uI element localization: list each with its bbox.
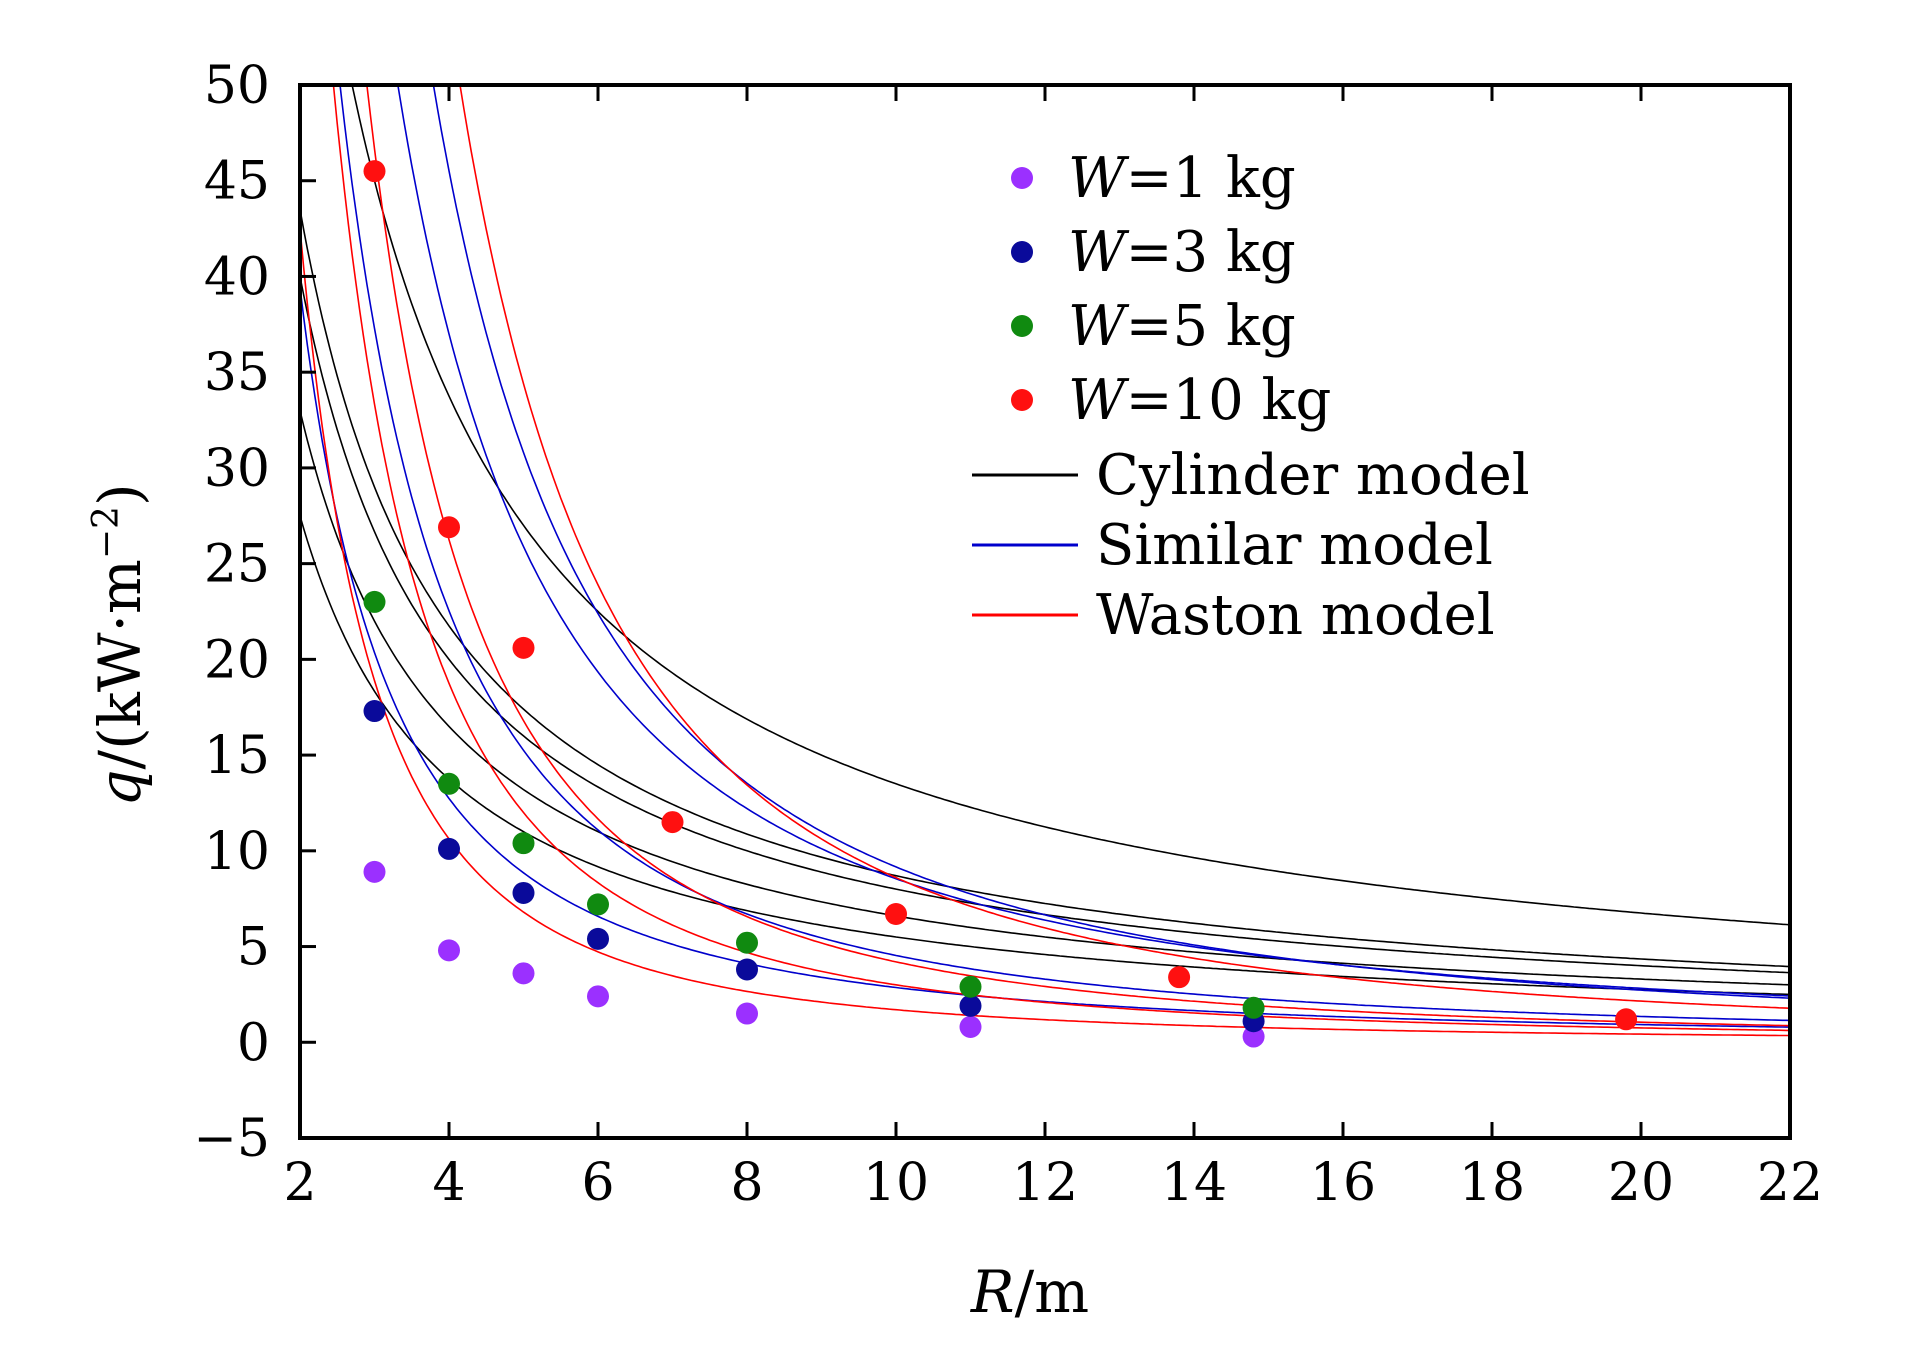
- data-point: [1168, 966, 1191, 989]
- x-tick-label: 4: [432, 1153, 465, 1213]
- data-point: [438, 772, 460, 795]
- x-axis-title: R/m: [970, 1258, 1089, 1326]
- data-point: [1615, 1008, 1638, 1031]
- data-point: [363, 700, 386, 723]
- y-tick-label: 10: [204, 822, 270, 882]
- legend-marker: [1011, 389, 1033, 411]
- data-point: [959, 994, 982, 1017]
- y-axis-title-exp: −2: [86, 506, 127, 559]
- legend-label: W=10 kg: [1068, 368, 1331, 433]
- legend-label-var: W: [1068, 220, 1130, 285]
- data-points: [363, 160, 1638, 1048]
- y-axis-title-close: ): [86, 483, 154, 506]
- x-axis-title-var: R: [970, 1258, 1015, 1326]
- legend-label: Waston model: [1096, 583, 1495, 648]
- data-point: [1242, 1025, 1265, 1048]
- x-tick-label: 18: [1459, 1153, 1525, 1213]
- data-point: [736, 1002, 758, 1025]
- data-point: [587, 985, 609, 1008]
- y-tick-label: 20: [204, 630, 270, 690]
- y-tick-label: 45: [204, 152, 270, 212]
- legend-marker: [1011, 167, 1033, 189]
- model-curve: [339, 85, 1790, 1022]
- y-axis-title: q/(kW·m−2): [86, 483, 154, 806]
- data-point: [959, 1015, 982, 1038]
- legend-label-var: W: [1068, 294, 1130, 359]
- legend-marker: [1011, 315, 1033, 337]
- data-point: [512, 881, 535, 904]
- legend-label-var: W: [1068, 368, 1130, 433]
- model-curve: [397, 85, 1790, 997]
- legend-label-value: =10 kg: [1126, 368, 1332, 433]
- y-axis: −5 0 5 10 15 20 25 30 35 40 45 50: [193, 56, 316, 1169]
- y-tick-label: −5: [193, 1109, 270, 1169]
- data-point: [438, 837, 460, 860]
- legend-label-value: =3 kg: [1126, 220, 1296, 285]
- model-curve: [300, 228, 1790, 1037]
- x-tick-label: 6: [581, 1153, 614, 1213]
- y-tick-label: 15: [204, 726, 270, 786]
- data-point: [438, 516, 460, 539]
- y-tick-label: 0: [237, 1013, 270, 1073]
- data-point: [363, 860, 386, 883]
- data-point: [438, 939, 460, 962]
- model-curve: [459, 85, 1790, 1010]
- data-point: [587, 893, 609, 916]
- x-tick-label: 16: [1310, 1153, 1376, 1213]
- y-axis-title-unit: /(kW·m: [86, 559, 154, 769]
- model-curve: [366, 85, 1790, 1027]
- x-tick-label: 12: [1012, 1153, 1078, 1213]
- model-curves: [300, 85, 1790, 1037]
- y-tick-label: 25: [204, 535, 270, 595]
- y-tick-label: 35: [204, 343, 270, 403]
- model-curve: [332, 85, 1790, 1032]
- model-curve: [432, 85, 1790, 999]
- x-tick-label: 20: [1608, 1153, 1674, 1213]
- y-tick-label: 50: [204, 56, 270, 116]
- legend-label: Similar model: [1096, 513, 1493, 578]
- x-tick-label: 14: [1161, 1153, 1227, 1213]
- legend-label-var: W: [1068, 146, 1130, 211]
- x-tick-label: 22: [1757, 1153, 1823, 1213]
- x-axis-title-unit: /m: [1015, 1258, 1090, 1326]
- y-tick-label: 5: [237, 918, 270, 978]
- legend-label-value: =1 kg: [1126, 146, 1296, 211]
- legend-label: W=1 kg: [1068, 146, 1296, 211]
- data-point: [587, 927, 609, 950]
- data-point: [885, 902, 907, 925]
- y-tick-label: 30: [204, 439, 270, 499]
- data-point: [736, 958, 758, 981]
- model-curve: [351, 85, 1790, 926]
- data-point: [661, 811, 684, 834]
- data-point: [512, 832, 535, 855]
- legend-marker: [1011, 241, 1033, 263]
- data-point: [1242, 996, 1265, 1019]
- x-tick-label: 2: [283, 1153, 316, 1213]
- legend-label: W=3 kg: [1068, 220, 1296, 285]
- model-curve: [300, 515, 1790, 996]
- y-tick-label: 40: [204, 247, 270, 307]
- data-point: [363, 160, 386, 183]
- model-curve: [300, 209, 1790, 968]
- data-point: [512, 962, 535, 985]
- x-tick-label: 10: [863, 1153, 929, 1213]
- legend-label: Cylinder model: [1096, 443, 1530, 508]
- legend-label-value: =5 kg: [1126, 294, 1296, 359]
- data-point: [736, 931, 758, 954]
- data-point: [959, 975, 982, 998]
- y-axis-title-var: q: [86, 769, 154, 806]
- model-curve: [300, 410, 1790, 986]
- legend-label: W=5 kg: [1068, 294, 1296, 359]
- data-point: [363, 590, 386, 613]
- x-tick-label: 8: [730, 1153, 763, 1213]
- x-axis: 2 4 6 8 10 12 14 16 18 20 22: [283, 85, 1823, 1213]
- data-point: [512, 636, 535, 659]
